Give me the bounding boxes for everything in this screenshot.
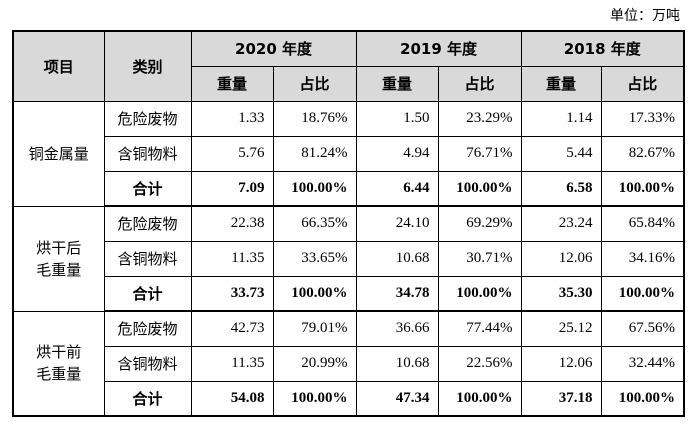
value-cell: 23.24 [520, 205, 602, 242]
value-cell: 100.00% [272, 380, 357, 417]
column-header: 重量 [190, 65, 274, 102]
group-label-line: 毛重量 [36, 365, 82, 384]
table-row: 合计 7.09 100.00% 6.44 100.00% 6.58 100.00% [13, 170, 685, 207]
group-label-line: 铜金属量 [28, 144, 89, 163]
value-cell: 67.56% [600, 310, 685, 347]
column-header: 占比 [600, 65, 685, 102]
category-cell: 危险废物 [103, 310, 192, 347]
table-row: 合计 33.73 100.00% 34.78 100.00% 35.30 100.00% [13, 275, 685, 312]
table-row: 烘干前 毛重量 危险废物 42.73 79.01% 36.66 77.44% 25.12 67.… [12, 310, 685, 417]
value-cell: 82.67% [600, 135, 685, 172]
value-cell: 17.33% [600, 100, 685, 137]
table-row: 含铜物料 11.35 20.99% 10.68 22.56% 12.06 32.44% [13, 345, 685, 382]
value-cell: 100.00% [600, 380, 685, 417]
column-header: 占比 [437, 65, 522, 102]
column-header: 重量 [355, 65, 439, 102]
table-row: 铜金属量 危险废物 1.33 18.76% 1.50 23.29% 1.14 17.33% [12, 100, 685, 207]
value-cell: 22.56% [437, 345, 522, 382]
value-cell: 23.29% [437, 100, 522, 137]
value-cell: 10.68 [355, 240, 439, 277]
group-label: 烘干后 毛重量 [12, 205, 105, 312]
value-cell: 32.44% [600, 345, 685, 382]
value-cell: 6.58 [520, 170, 602, 207]
category-cell: 含铜物料 [103, 135, 192, 172]
group-label-line: 烘干后 [36, 238, 82, 257]
value-cell: 1.50 [355, 100, 439, 137]
value-cell: 79.01% [272, 310, 357, 347]
value-cell: 4.94 [355, 135, 439, 172]
category-cell: 合计 [103, 380, 192, 417]
value-cell: 25.12 [520, 310, 602, 347]
value-cell: 10.68 [355, 345, 439, 382]
value-cell: 12.06 [520, 240, 602, 277]
value-cell: 100.00% [600, 275, 685, 312]
year-header: 2019 年度 [355, 30, 522, 67]
value-cell: 33.73 [190, 275, 274, 312]
value-cell: 100.00% [272, 170, 357, 207]
group-label-line: 烘干前 [36, 343, 82, 362]
value-cell: 20.99% [272, 345, 357, 382]
value-cell: 81.24% [272, 135, 357, 172]
value-cell: 11.35 [190, 345, 274, 382]
year-header: 2020 年度 [190, 30, 357, 67]
category-cell: 合计 [103, 170, 192, 207]
value-cell: 24.10 [355, 205, 439, 242]
unit-note: 单位：万吨 [610, 8, 680, 24]
value-cell: 54.08 [190, 380, 274, 417]
header-cell: 类别 [103, 30, 192, 102]
category-cell: 含铜物料 [103, 240, 192, 277]
group-label: 烘干前 毛重量 [12, 310, 105, 417]
value-cell: 1.33 [190, 100, 274, 137]
year-header: 2018 年度 [520, 30, 685, 67]
table-row: 烘干后 毛重量 危险废物 22.38 66.35% 24.10 69.29% 23.24 65.… [12, 205, 685, 312]
header-row: 项目 类别 2020 年度 2019 年度 2018 年度 [12, 30, 685, 102]
table-row: 含铜物料 5.76 81.24% 4.94 76.71% 5.44 82.67% [13, 135, 685, 172]
header-row: 重量 占比 重量 占比 重量 占比 [13, 65, 685, 102]
value-cell: 100.00% [272, 275, 357, 312]
value-cell: 6.44 [355, 170, 439, 207]
value-cell: 100.00% [600, 170, 685, 207]
column-header: 重量 [520, 65, 602, 102]
value-cell: 12.06 [520, 345, 602, 382]
data-table: 项目 类别 2020 年度 2019 年度 2018 年度 重量 占比 重量 占比 重量 占比 铜金… [12, 30, 686, 417]
value-cell: 5.76 [190, 135, 274, 172]
value-cell: 11.35 [190, 240, 274, 277]
value-cell: 33.65% [272, 240, 357, 277]
column-header: 占比 [272, 65, 357, 102]
value-cell: 100.00% [437, 380, 522, 417]
value-cell: 36.66 [355, 310, 439, 347]
value-cell: 22.38 [190, 205, 274, 242]
value-cell: 5.44 [520, 135, 602, 172]
value-cell: 66.35% [272, 205, 357, 242]
value-cell: 34.78 [355, 275, 439, 312]
value-cell: 1.14 [520, 100, 602, 137]
value-cell: 76.71% [437, 135, 522, 172]
category-cell: 合计 [103, 275, 192, 312]
group-label-line: 毛重量 [36, 260, 82, 279]
value-cell: 69.29% [437, 205, 522, 242]
value-cell: 30.71% [437, 240, 522, 277]
value-cell: 100.00% [437, 170, 522, 207]
category-cell: 含铜物料 [103, 345, 192, 382]
value-cell: 77.44% [437, 310, 522, 347]
value-cell: 7.09 [190, 170, 274, 207]
category-cell: 危险废物 [103, 100, 192, 137]
category-cell: 危险废物 [103, 205, 192, 242]
table-row: 含铜物料 11.35 33.65% 10.68 30.71% 12.06 34.16% [13, 240, 685, 277]
table-row: 合计 54.08 100.00% 47.34 100.00% 37.18 100.00% [13, 380, 685, 417]
value-cell: 18.76% [272, 100, 357, 137]
value-cell: 47.34 [355, 380, 439, 417]
group-label: 铜金属量 [12, 100, 105, 207]
value-cell: 37.18 [520, 380, 602, 417]
header-cell: 项目 [12, 30, 105, 102]
value-cell: 42.73 [190, 310, 274, 347]
value-cell: 34.16% [600, 240, 685, 277]
value-cell: 65.84% [600, 205, 685, 242]
value-cell: 100.00% [437, 275, 522, 312]
value-cell: 35.30 [520, 275, 602, 312]
